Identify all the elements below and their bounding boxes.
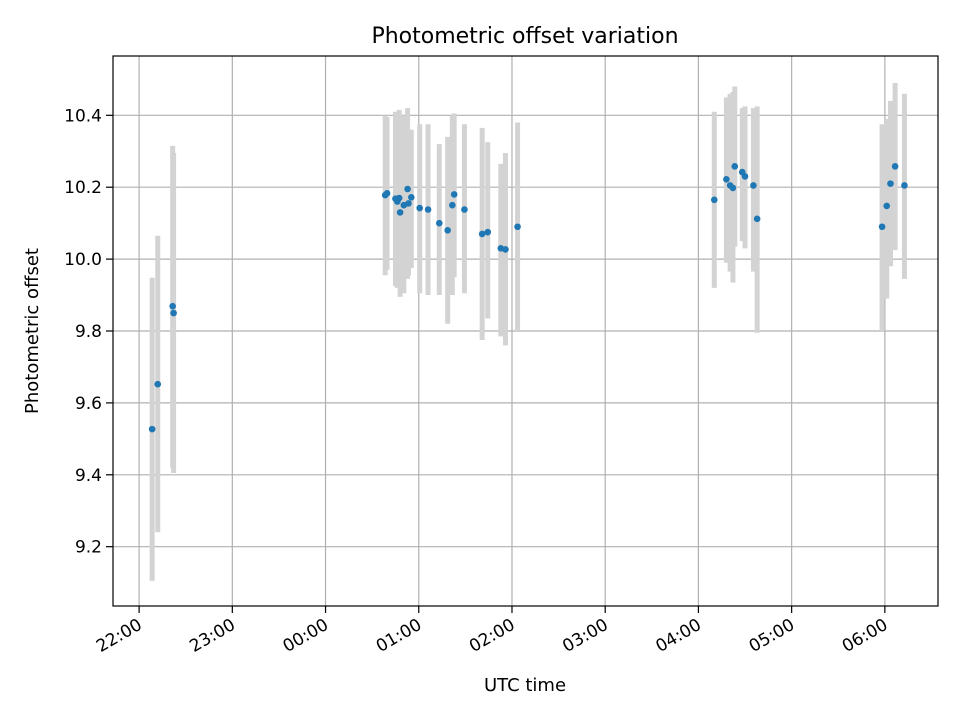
- y-axis-label: Photometric offset: [22, 248, 43, 414]
- data-point: [169, 302, 176, 310]
- data-point: [891, 163, 899, 170]
- y-tick-label: 10.2: [64, 178, 102, 198]
- data-point: [729, 184, 737, 192]
- data-point: [396, 209, 404, 216]
- data-point: [723, 176, 730, 183]
- data-point: [484, 228, 492, 236]
- y-tick-label: 9.2: [75, 538, 102, 558]
- y-tick-label: 10.4: [64, 106, 102, 126]
- data-point: [395, 194, 403, 202]
- data-point: [170, 309, 177, 317]
- y-axis-ticks: 9.2 9.4 9.6 9.8 10.0 10.2 10.4: [64, 106, 113, 558]
- data-point: [461, 206, 468, 213]
- data-point: [753, 215, 761, 223]
- data-point: [741, 173, 749, 180]
- data-point: [405, 200, 412, 207]
- y-tick-label: 10.0: [64, 250, 102, 270]
- data-point: [148, 425, 156, 433]
- data-point: [416, 204, 423, 212]
- data-point: [478, 230, 486, 238]
- data-point: [710, 196, 718, 204]
- x-axis-label: UTC time: [484, 675, 566, 696]
- data-point: [404, 185, 411, 193]
- data-point: [154, 380, 162, 388]
- data-point: [383, 190, 391, 197]
- y-tick-label: 9.6: [75, 394, 102, 414]
- data-point: [731, 163, 739, 170]
- data-point: [449, 201, 456, 209]
- data-point: [444, 227, 451, 234]
- chart-title: Photometric offset variation: [371, 24, 678, 49]
- data-point: [750, 182, 757, 189]
- data-point: [887, 180, 894, 187]
- data-point: [514, 223, 521, 231]
- data-points: [148, 163, 908, 433]
- y-tick-label: 9.4: [75, 466, 102, 486]
- grid-lines: [113, 56, 938, 606]
- data-point: [878, 223, 886, 231]
- data-point: [424, 206, 432, 213]
- data-point: [435, 219, 443, 227]
- data-point: [408, 193, 415, 201]
- y-tick-label: 9.8: [75, 322, 102, 342]
- data-point: [883, 202, 891, 210]
- data-point: [502, 246, 509, 253]
- data-point: [901, 182, 908, 189]
- data-point: [450, 191, 458, 198]
